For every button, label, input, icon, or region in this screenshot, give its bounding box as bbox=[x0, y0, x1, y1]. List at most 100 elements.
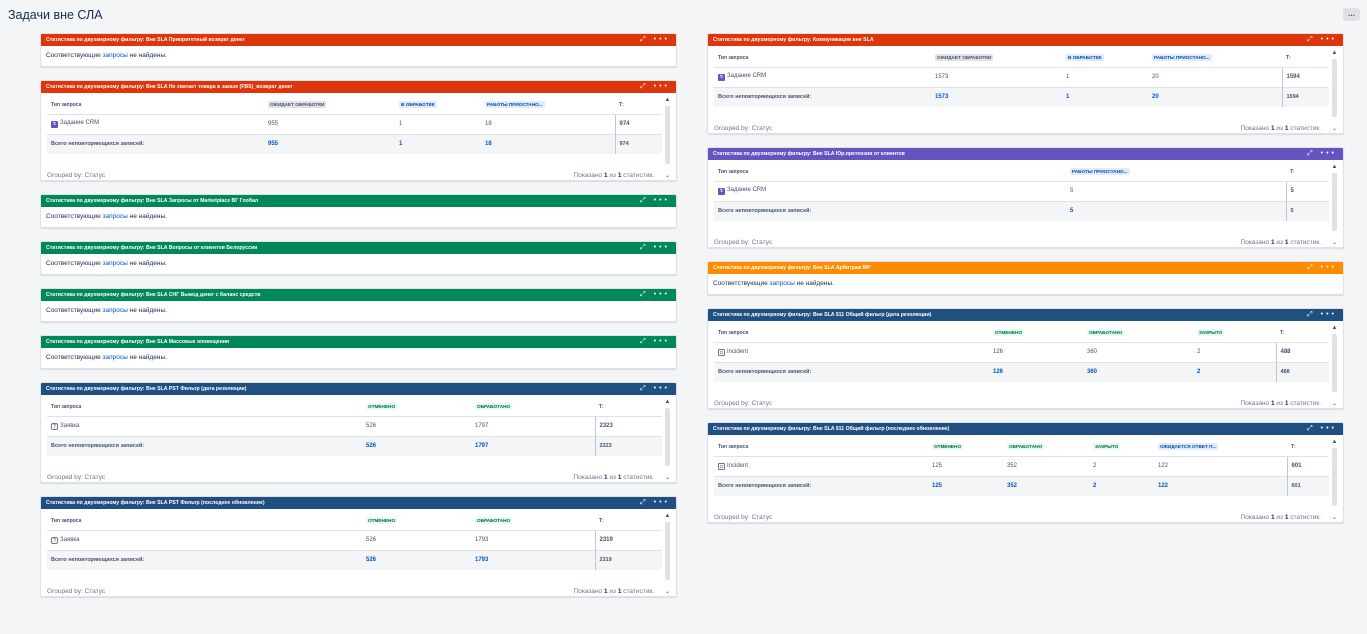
requests-link[interactable]: запросы bbox=[102, 213, 128, 220]
total-cell[interactable]: 1793 bbox=[471, 549, 595, 570]
cell-link[interactable]: 18 bbox=[481, 113, 615, 134]
more-icon[interactable]: ••• bbox=[1320, 264, 1337, 271]
more-icon[interactable]: ••• bbox=[653, 385, 670, 392]
more-icon[interactable]: ••• bbox=[653, 197, 670, 204]
status-lozenge[interactable]: ЗАКРЫТО bbox=[1197, 329, 1225, 337]
total-cell[interactable]: 18 bbox=[481, 133, 615, 154]
scroll-down-icon[interactable]: ⌄ bbox=[1331, 401, 1338, 407]
cell-link[interactable]: 2 bbox=[1089, 455, 1154, 476]
scroll-up-icon[interactable]: ▲ bbox=[1331, 50, 1338, 56]
total-cell[interactable]: 2 bbox=[1089, 475, 1154, 496]
status-lozenge[interactable]: ОТМЕНЕНО bbox=[932, 443, 964, 451]
cell-link[interactable]: 1797 bbox=[471, 415, 595, 436]
grand-total[interactable]: 2319 bbox=[594, 549, 662, 570]
total-cell[interactable]: 1797 bbox=[471, 435, 595, 456]
status-lozenge[interactable]: В ОБРАБОТКЕ bbox=[1066, 54, 1104, 62]
row-total[interactable]: 5 bbox=[1285, 180, 1329, 201]
total-cell[interactable]: 122 bbox=[1154, 475, 1287, 496]
total-cell[interactable]: 955 bbox=[264, 133, 395, 154]
more-icon[interactable]: ••• bbox=[1320, 425, 1337, 432]
scroll-up-icon[interactable]: ▲ bbox=[1331, 325, 1338, 331]
cell-link[interactable]: 1 bbox=[1062, 66, 1148, 87]
scrollbar[interactable]: ▲ ⌄ bbox=[664, 97, 671, 179]
scroll-down-icon[interactable]: ⌄ bbox=[1331, 515, 1338, 521]
expand-icon[interactable]: ⤢ bbox=[640, 338, 649, 345]
status-lozenge[interactable]: ОЖИДАЕТСЯ ОТВЕТ П... bbox=[1158, 443, 1219, 451]
total-cell[interactable]: 526 bbox=[362, 549, 471, 570]
cell-link[interactable]: 125 bbox=[928, 455, 1003, 476]
status-lozenge[interactable]: ОТМЕНЕНО bbox=[366, 403, 398, 411]
total-cell[interactable]: 360 bbox=[1083, 361, 1193, 382]
status-lozenge[interactable]: ОЖИДАЕТ ОБРАБОТКИ bbox=[935, 54, 994, 62]
scroll-down-icon[interactable]: ⌄ bbox=[664, 173, 671, 179]
status-lozenge[interactable]: РАБОТЫ ПРИОСТАНО... bbox=[1152, 54, 1212, 62]
status-lozenge[interactable]: ОБРАБОТАНО bbox=[1087, 329, 1125, 337]
cell-link[interactable]: 360 bbox=[1083, 341, 1193, 362]
status-lozenge[interactable]: ЗАКРЫТО bbox=[1093, 443, 1121, 451]
requests-link[interactable]: запросы bbox=[102, 260, 128, 267]
total-cell[interactable]: 20 bbox=[1148, 86, 1282, 107]
status-lozenge[interactable]: ОБРАБОТАНО bbox=[1007, 443, 1045, 451]
expand-icon[interactable]: ⤢ bbox=[1307, 264, 1316, 271]
total-cell[interactable]: 352 bbox=[1003, 475, 1089, 496]
row-total[interactable]: 488 bbox=[1275, 341, 1329, 362]
cell-link[interactable]: 526 bbox=[362, 415, 471, 436]
total-cell[interactable]: 125 bbox=[928, 475, 1003, 496]
requests-link[interactable]: запросы bbox=[102, 52, 128, 59]
scroll-up-icon[interactable]: ▲ bbox=[664, 513, 671, 519]
row-total[interactable]: 601 bbox=[1286, 455, 1329, 476]
grand-total[interactable]: 974 bbox=[614, 133, 662, 154]
expand-icon[interactable]: ⤢ bbox=[640, 291, 649, 298]
total-cell[interactable]: 2 bbox=[1193, 361, 1276, 382]
cell-link[interactable]: 526 bbox=[362, 529, 471, 550]
expand-icon[interactable]: ⤢ bbox=[640, 244, 649, 251]
more-icon[interactable]: ••• bbox=[653, 338, 670, 345]
scrollbar[interactable]: ▲ ⌄ bbox=[1331, 439, 1338, 521]
expand-icon[interactable]: ⤢ bbox=[640, 385, 649, 392]
scrollbar[interactable]: ▲ ⌄ bbox=[664, 513, 671, 595]
requests-link[interactable]: запросы bbox=[769, 280, 795, 287]
more-icon[interactable]: ••• bbox=[1320, 311, 1337, 318]
expand-icon[interactable]: ⤢ bbox=[640, 83, 649, 90]
status-lozenge[interactable]: ОТМЕНЕНО bbox=[366, 517, 398, 525]
more-icon[interactable]: ••• bbox=[1320, 36, 1337, 43]
row-total[interactable]: 1594 bbox=[1281, 66, 1329, 87]
grand-total[interactable]: 1594 bbox=[1281, 86, 1329, 107]
total-cell[interactable]: 1573 bbox=[931, 86, 1062, 107]
expand-icon[interactable]: ⤢ bbox=[1307, 150, 1316, 157]
status-lozenge[interactable]: РАБОТЫ ПРИОСТАНО... bbox=[1070, 168, 1130, 176]
more-icon[interactable]: ••• bbox=[653, 36, 670, 43]
cell-link[interactable]: 20 bbox=[1148, 66, 1282, 87]
scroll-up-icon[interactable]: ▲ bbox=[1331, 164, 1338, 170]
cell-link[interactable]: 1793 bbox=[471, 529, 595, 550]
more-icon[interactable]: ••• bbox=[1320, 150, 1337, 157]
more-icon[interactable]: ••• bbox=[653, 499, 670, 506]
total-cell[interactable]: 5 bbox=[1066, 200, 1286, 221]
status-lozenge[interactable]: ОБРАБОТАНО bbox=[475, 517, 513, 525]
cell-link[interactable]: 5 bbox=[1066, 180, 1286, 201]
scroll-up-icon[interactable]: ▲ bbox=[664, 399, 671, 405]
grand-total[interactable]: 488 bbox=[1275, 361, 1329, 382]
requests-link[interactable]: запросы bbox=[102, 307, 128, 314]
more-icon[interactable]: ••• bbox=[653, 244, 670, 251]
cell-link[interactable]: 1573 bbox=[931, 66, 1062, 87]
total-cell[interactable]: 126 bbox=[989, 361, 1083, 382]
grand-total[interactable]: 601 bbox=[1286, 475, 1329, 496]
expand-icon[interactable]: ⤢ bbox=[640, 197, 649, 204]
expand-icon[interactable]: ⤢ bbox=[640, 36, 649, 43]
expand-icon[interactable]: ⤢ bbox=[1307, 311, 1316, 318]
scroll-down-icon[interactable]: ⌄ bbox=[1331, 126, 1338, 132]
cell-link[interactable]: 1 bbox=[395, 113, 481, 134]
expand-icon[interactable]: ⤢ bbox=[1307, 36, 1316, 43]
grand-total[interactable]: 5 bbox=[1285, 200, 1329, 221]
status-lozenge[interactable]: В ОБРАБОТКЕ bbox=[399, 101, 437, 109]
row-total[interactable]: 974 bbox=[614, 113, 662, 134]
expand-icon[interactable]: ⤢ bbox=[640, 499, 649, 506]
requests-link[interactable]: запросы bbox=[102, 354, 128, 361]
status-lozenge[interactable]: РАБОТЫ ПРИОСТАНО... bbox=[485, 101, 545, 109]
scroll-up-icon[interactable]: ▲ bbox=[664, 97, 671, 103]
more-icon[interactable]: ••• bbox=[653, 291, 670, 298]
scroll-down-icon[interactable]: ⌄ bbox=[1331, 240, 1338, 246]
total-cell[interactable]: 1 bbox=[395, 133, 481, 154]
grand-total[interactable]: 2323 bbox=[594, 435, 662, 456]
